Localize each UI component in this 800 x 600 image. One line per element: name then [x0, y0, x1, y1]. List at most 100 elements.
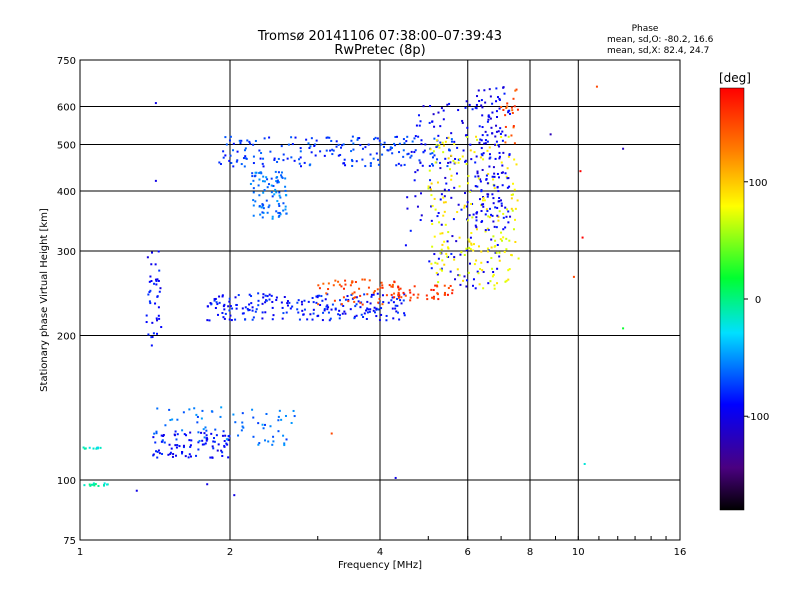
- data-point: [175, 438, 178, 441]
- data-point: [163, 441, 166, 444]
- data-point: [404, 244, 407, 247]
- data-point: [503, 250, 506, 253]
- data-point: [235, 303, 238, 306]
- data-point: [350, 139, 353, 142]
- data-point: [254, 174, 257, 177]
- data-point: [355, 314, 358, 317]
- data-point: [261, 162, 264, 165]
- data-point: [251, 306, 254, 309]
- y-tick-label: 100: [57, 476, 76, 487]
- data-point: [214, 306, 217, 309]
- data-point: [430, 262, 433, 265]
- data-point: [440, 248, 443, 251]
- data-point: [402, 291, 405, 294]
- data-point: [167, 453, 170, 456]
- data-point: [622, 147, 625, 150]
- data-point: [475, 103, 478, 106]
- data-point: [428, 169, 431, 172]
- data-point: [171, 418, 174, 421]
- data-point: [399, 287, 402, 290]
- data-point: [419, 161, 422, 164]
- data-point: [502, 228, 505, 231]
- data-point: [420, 214, 423, 217]
- data-point: [252, 316, 255, 319]
- data-point: [261, 317, 264, 320]
- data-point: [471, 216, 474, 219]
- data-point: [451, 292, 454, 295]
- x-tick-label: 10: [572, 547, 585, 558]
- data-point: [496, 116, 499, 119]
- data-point: [339, 153, 342, 156]
- data-point: [498, 255, 501, 258]
- data-point: [228, 318, 231, 321]
- data-point: [480, 189, 483, 192]
- data-point: [429, 186, 432, 189]
- grid: [80, 60, 680, 540]
- data-point: [201, 443, 204, 446]
- data-point: [338, 309, 341, 312]
- data-point: [368, 310, 371, 313]
- data-point: [498, 259, 501, 262]
- data-point: [281, 317, 284, 320]
- data-point: [285, 438, 288, 441]
- data-point: [490, 246, 493, 249]
- data-point: [443, 195, 446, 198]
- data-point: [351, 292, 354, 295]
- data-point: [171, 455, 174, 458]
- data-point: [382, 301, 385, 304]
- data-point: [205, 439, 208, 442]
- data-point: [312, 301, 315, 304]
- data-point: [261, 216, 264, 219]
- colorbar-ticks: 100 0 -100: [744, 178, 769, 423]
- data-point: [103, 482, 106, 485]
- data-point: [241, 421, 244, 424]
- data-point: [349, 308, 352, 311]
- data-point: [498, 176, 501, 179]
- data-point: [493, 284, 496, 287]
- data-point: [154, 102, 157, 105]
- data-point: [501, 139, 504, 142]
- data-point: [511, 209, 514, 212]
- data-point: [378, 297, 381, 300]
- data-point: [314, 154, 317, 157]
- data-point: [275, 210, 278, 213]
- data-point: [290, 156, 293, 159]
- data-point: [271, 306, 274, 309]
- data-point: [440, 223, 443, 226]
- data-point: [507, 221, 510, 224]
- data-point: [212, 447, 215, 450]
- data-point: [248, 293, 251, 296]
- data-point: [270, 191, 273, 194]
- data-point: [455, 172, 458, 175]
- data-point: [299, 147, 302, 150]
- data-point: [442, 196, 445, 199]
- data-point: [514, 218, 517, 221]
- data-point: [258, 178, 261, 181]
- data-point: [206, 305, 209, 308]
- data-point: [502, 108, 505, 111]
- data-point: [338, 317, 341, 320]
- data-point: [254, 139, 257, 142]
- data-point: [595, 85, 598, 88]
- data-point: [300, 165, 303, 168]
- data-point: [457, 161, 460, 164]
- data-point: [284, 185, 287, 188]
- data-point: [479, 138, 482, 141]
- x-tick-label: 1: [77, 547, 83, 558]
- data-point: [453, 140, 456, 143]
- data-point: [377, 163, 380, 166]
- data-point: [152, 453, 155, 456]
- data-point: [381, 284, 384, 287]
- data-point: [498, 251, 501, 254]
- data-point: [252, 435, 255, 438]
- data-point: [458, 236, 461, 239]
- data-point: [468, 246, 471, 249]
- data-point: [232, 165, 235, 168]
- data-point: [467, 182, 470, 185]
- data-point: [466, 218, 469, 221]
- data-point: [325, 149, 328, 152]
- data-point: [284, 414, 287, 417]
- data-point: [209, 456, 212, 459]
- data-point: [478, 198, 481, 201]
- data-point: [504, 141, 507, 144]
